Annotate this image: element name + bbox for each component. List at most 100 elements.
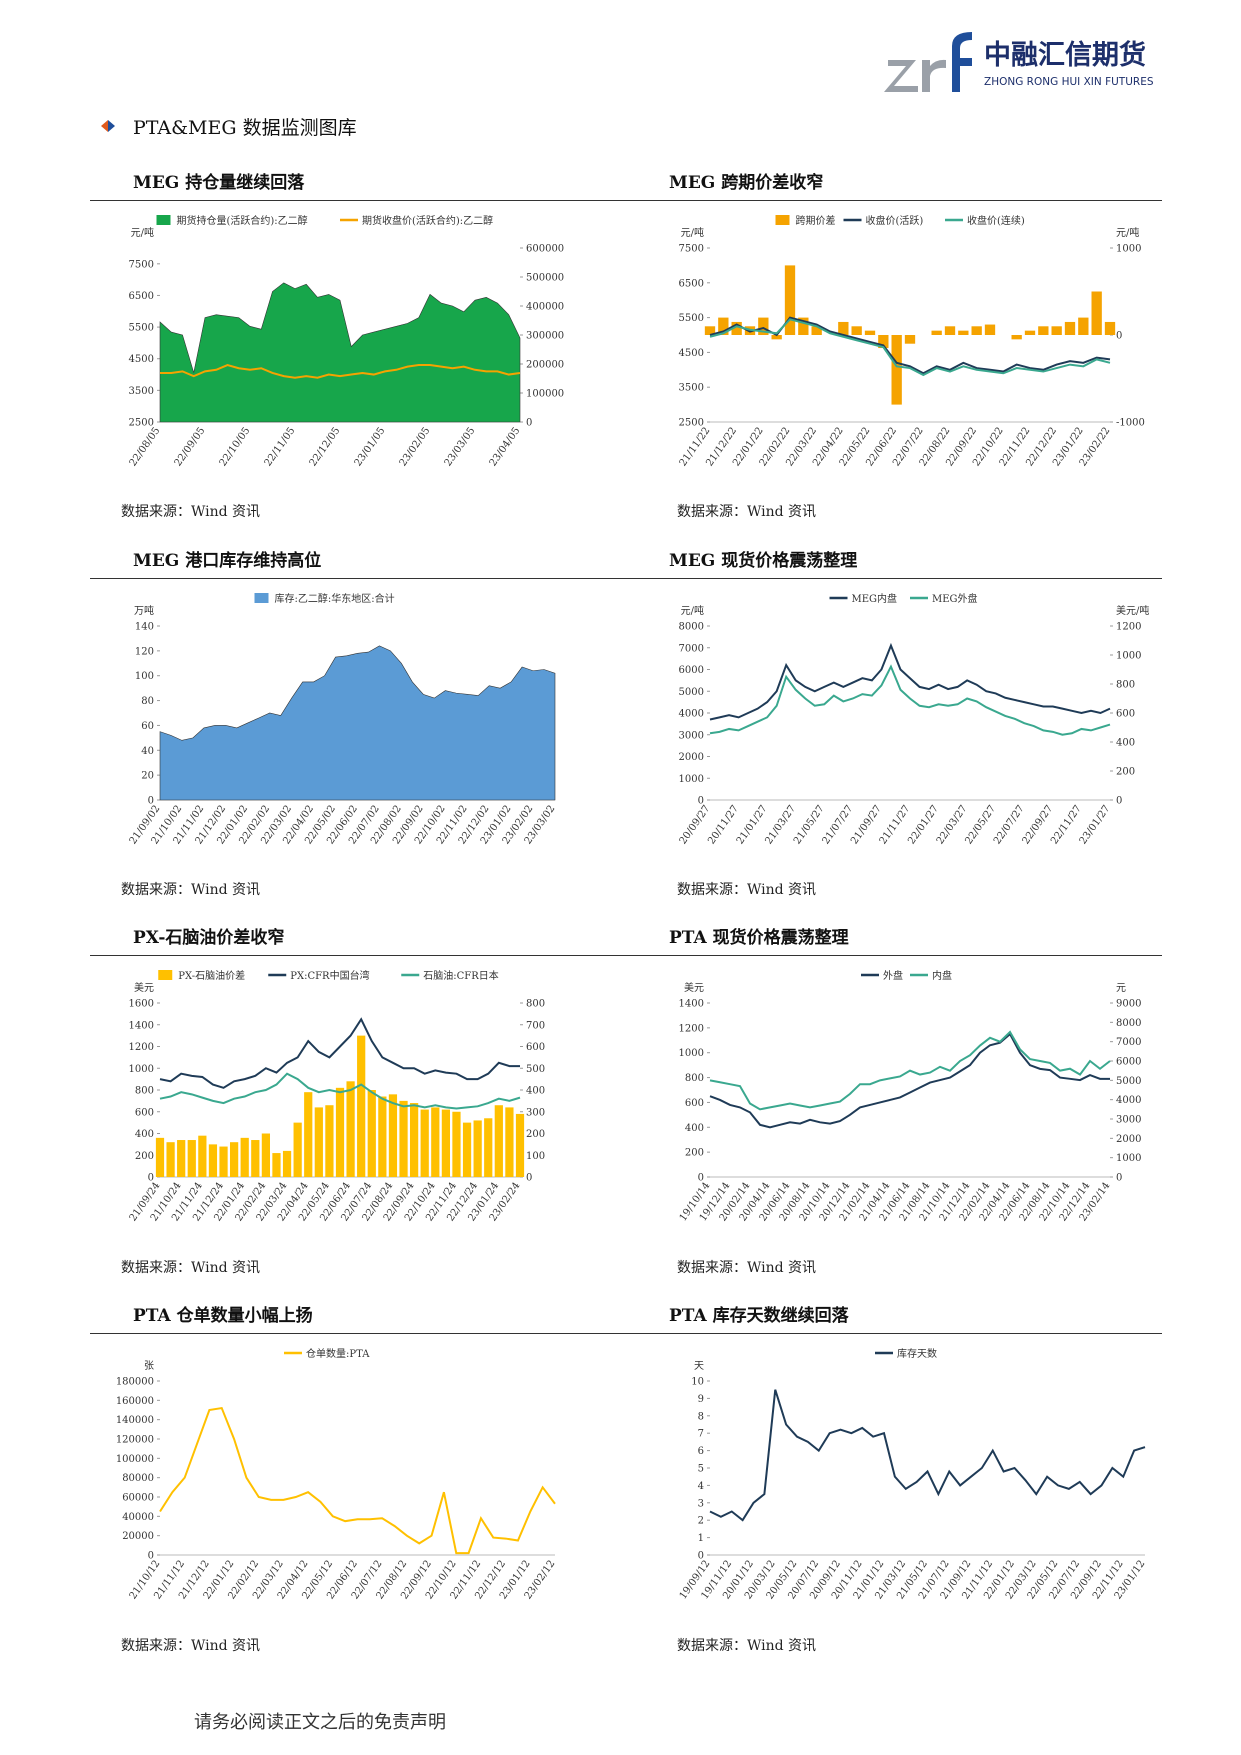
y-tick-label: 120000 <box>116 1435 154 1446</box>
y-tick-label: 5500 <box>679 313 704 324</box>
bar <box>399 1100 408 1177</box>
legend-label: 收盘价(活跃) <box>866 214 924 227</box>
bar <box>155 1137 165 1177</box>
y-axis-label: 元/吨 <box>681 226 704 239</box>
bar <box>441 1109 450 1177</box>
y-axis-label: 美元 <box>134 981 154 994</box>
line <box>160 363 521 379</box>
bar <box>851 326 862 335</box>
bar <box>494 1105 503 1177</box>
y-tick-label: 3500 <box>129 386 154 397</box>
y-tick-label: 1000 <box>679 1048 704 1059</box>
bar <box>1064 321 1076 335</box>
bar <box>346 1081 355 1177</box>
bar <box>208 1144 218 1177</box>
y2-tick-label: -1000 <box>1116 418 1145 429</box>
y-tick-label: 0 <box>148 796 154 807</box>
bar <box>251 1140 260 1177</box>
y2-tick-label: 400 <box>1116 738 1135 749</box>
bar <box>798 317 809 335</box>
y-tick-label: 140 <box>135 622 154 633</box>
y2-tick-label: 100000 <box>526 389 564 400</box>
section-title: PTA&MEG 数据监测图库 <box>133 117 357 139</box>
y2-tick-label: 7000 <box>1116 1037 1141 1048</box>
bar <box>505 1107 514 1177</box>
legend-label: MEG内盘 <box>852 592 898 605</box>
y2-tick-label: 0 <box>1116 796 1122 807</box>
chart-heading: MEG 现货价格震荡整理 <box>669 551 858 571</box>
bar <box>388 1094 398 1177</box>
chart-source: 数据来源：Wind 资讯 <box>677 1638 817 1654</box>
y2-tick-label: 800 <box>526 999 545 1010</box>
legend-label: 库存天数 <box>897 1347 937 1360</box>
y2-tick-label: 1000 <box>1116 244 1141 255</box>
y2-tick-label: 4000 <box>1116 1095 1141 1106</box>
bar <box>198 1135 207 1177</box>
y-tick-label: 400 <box>685 1123 704 1134</box>
bar <box>219 1146 228 1177</box>
x-tick-label: 23/02/05 <box>398 425 433 468</box>
chart: 0 200 400 600 800 1000 1200 1400 1600 0 100 200 300 4… <box>128 969 545 1224</box>
y-tick-label: 3500 <box>679 383 704 394</box>
y2-tick-label: 8000 <box>1116 1018 1141 1029</box>
chart-heading: PTA 库存天数继续回落 <box>669 1306 849 1326</box>
y-tick-label: 10 <box>691 1377 704 1388</box>
y-tick-label: 180000 <box>116 1377 154 1388</box>
y2-tick-label: 600000 <box>526 244 564 255</box>
bar <box>771 335 782 340</box>
y-tick-label: 2500 <box>129 418 154 429</box>
bar <box>230 1142 239 1177</box>
chart-heading: PTA 现货价格震荡整理 <box>669 928 849 948</box>
y-tick-label: 80 <box>141 696 154 707</box>
x-tick-label: 22/08/05 <box>128 425 163 468</box>
y-axis-label: 张 <box>144 1360 154 1372</box>
bar <box>784 265 796 335</box>
y-axis-label: 元/吨 <box>131 226 154 239</box>
y-tick-label: 1200 <box>129 1042 154 1053</box>
chart-source: 数据来源：Wind 资讯 <box>677 882 817 898</box>
bar <box>462 1122 472 1177</box>
y-tick-label: 5000 <box>679 687 704 698</box>
x-tick-label: 23/04/05 <box>488 425 523 468</box>
x-tick-label: 22/12/05 <box>308 425 343 468</box>
y-tick-label: 3 <box>698 1498 704 1509</box>
bar <box>272 1153 281 1177</box>
bar <box>484 1118 493 1177</box>
logo-text: 中融汇信期货 <box>984 39 1146 71</box>
y2-tick-label: 2000 <box>1116 1134 1141 1145</box>
legend-label: PX:CFR中国台湾 <box>290 969 369 982</box>
y2-tick-label: 0 <box>526 1173 532 1184</box>
bar <box>931 330 942 335</box>
line <box>159 1017 520 1089</box>
y-tick-label: 2500 <box>679 418 704 429</box>
y-tick-label: 6500 <box>129 291 154 302</box>
y-tick-label: 400 <box>135 1129 154 1140</box>
y-tick-label: 7500 <box>679 244 704 255</box>
y-axis-label: 万吨 <box>134 604 154 617</box>
chart-source: 数据来源：Wind 资讯 <box>121 1260 261 1276</box>
y-tick-label: 0 <box>698 1173 704 1184</box>
line <box>709 1032 1110 1129</box>
y2-tick-label: 100 <box>526 1151 545 1162</box>
y-tick-label: 0 <box>148 1173 154 1184</box>
chart-heading: MEG 持仓量继续回落 <box>133 173 305 193</box>
legend-label: 外盘 <box>883 969 903 982</box>
chart-source: 数据来源：Wind 资讯 <box>121 882 261 898</box>
bar <box>984 324 996 335</box>
y2-tick-label: 500000 <box>526 273 564 284</box>
y-tick-label: 100 <box>135 671 154 682</box>
x-tick-label: 23/01/05 <box>353 425 388 468</box>
area <box>159 645 556 801</box>
y-axis-label: 元/吨 <box>681 604 704 617</box>
y2-tick-label: 600 <box>526 1042 545 1053</box>
y-tick-label: 20 <box>141 771 154 782</box>
line <box>709 642 1111 721</box>
y2-tick-label: 1200 <box>1116 622 1141 633</box>
bar <box>1078 317 1089 335</box>
chart: 012345678910天19/09/1219/11/1220/01/1220/… <box>678 1347 1148 1602</box>
bar <box>704 326 716 335</box>
bar <box>758 317 769 335</box>
y2-tick-label: 0 <box>526 418 532 429</box>
y-tick-label: 60000 <box>122 1493 154 1504</box>
bar <box>718 317 729 335</box>
